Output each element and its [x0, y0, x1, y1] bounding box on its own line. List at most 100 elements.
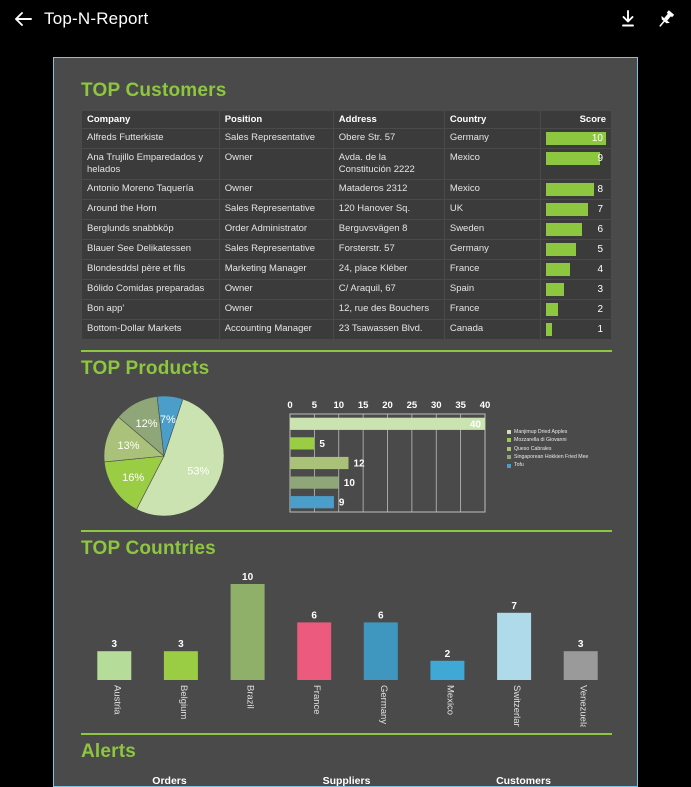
cell-company: Ana Trujillo Emparedados y helados — [82, 149, 219, 179]
cell-address: Avda. de la Constitución 2222 — [333, 149, 444, 179]
table-row[interactable]: Ana Trujillo Emparedados y helados Owner A… — [82, 149, 611, 179]
x-tick-label: 25 — [407, 400, 418, 411]
column-header-country[interactable]: Country — [444, 111, 540, 128]
bar-1[interactable] — [290, 437, 315, 450]
table-header-row: Company Position Address Country Score — [82, 111, 611, 128]
gauge-orders[interactable]: Orders20304050607080 — [84, 775, 256, 786]
country-label-2: Brazil — [245, 685, 256, 709]
cell-company: Bon app' — [82, 299, 219, 319]
legend-label: Manjimup Dried Apples — [514, 428, 568, 435]
pie-slice-0[interactable] — [136, 398, 225, 516]
country-bar-4[interactable] — [363, 622, 398, 680]
column-header-position[interactable]: Position — [219, 111, 333, 128]
gauge-customers[interactable]: Customers20304050607080 — [438, 774, 610, 787]
score-bar — [545, 242, 576, 256]
cell-company: Berglunds snabbköp — [82, 219, 219, 239]
table-row[interactable]: Alfreds Futterkiste Sales Representative O… — [82, 129, 611, 148]
score-value: 10 — [591, 133, 603, 144]
x-tick-label: 35 — [455, 400, 466, 411]
products-bar-chart: 0 5 10 15 20 25 30 35 40 40 5 12 10 9 — [276, 392, 491, 520]
score-bar — [545, 262, 570, 276]
country-bar-6[interactable] — [497, 612, 532, 680]
gauge-suppliers[interactable]: Suppliers20304050607080 — [261, 775, 433, 786]
table-row[interactable]: Bólido Comidas preparadas Owner C/ Araquil… — [82, 279, 611, 299]
legend-label: Mozzarella di Giovanni — [514, 437, 567, 444]
cell-country: Mexico — [444, 179, 540, 199]
table-row[interactable]: Antonio Moreno Taquería Owner Mataderos 23… — [82, 179, 611, 199]
cell-address: Mataderos 2312 — [333, 179, 444, 199]
x-tick-label: 10 — [333, 400, 344, 411]
cell-country: Germany — [444, 129, 540, 148]
legend-item[interactable]: Queso Cabrales — [507, 445, 588, 453]
x-tick-label: 30 — [431, 400, 442, 411]
cell-position: Owner — [219, 279, 333, 299]
legend-item[interactable]: Mozzarella di Giovanni — [507, 436, 588, 444]
column-header-company[interactable]: Company — [82, 111, 219, 128]
cell-score: 4 — [540, 259, 611, 279]
bar-value-1: 5 — [319, 439, 325, 450]
cell-score: 10 — [540, 129, 611, 148]
products-legend: Manjimup Dried Apples Mozzarella di Giova… — [507, 392, 588, 470]
score-bar — [545, 202, 588, 216]
cell-address: Obere Str. 57 — [333, 129, 444, 148]
country-bar-1[interactable] — [163, 650, 198, 680]
bar-4[interactable] — [290, 495, 334, 509]
download-icon[interactable] — [617, 8, 639, 30]
legend-item[interactable]: Tofu — [507, 461, 588, 469]
cell-country: France — [444, 299, 540, 319]
pie-slice-4[interactable] — [156, 395, 184, 456]
cell-country: France — [444, 259, 540, 279]
bar-2[interactable] — [290, 456, 349, 469]
cell-address: Berguvsvägen 8 — [333, 219, 444, 239]
legend-swatch-icon — [507, 429, 511, 434]
cell-position: Owner — [219, 149, 333, 179]
score-value: 2 — [597, 303, 603, 315]
bar-value-4: 9 — [339, 497, 345, 508]
cell-address: 23 Tsawassen Blvd. — [333, 319, 444, 339]
country-bar-2[interactable] — [230, 583, 265, 680]
section-title-alerts: Alerts — [81, 740, 137, 762]
table-row[interactable]: Around the Horn Sales Representative 120 H… — [82, 199, 611, 219]
cell-company: Blauer See Delikatessen — [82, 239, 219, 259]
score-bar — [545, 302, 558, 316]
bar-0[interactable] — [290, 417, 485, 430]
country-bar-3[interactable] — [297, 622, 332, 680]
section-top-countries: TOP Countries 3 Austria 3 Belgium 10 Brazil 6 F… — [81, 529, 612, 734]
legend-item[interactable]: Manjimup Dried Apples — [507, 428, 588, 436]
country-bar-0[interactable] — [97, 650, 132, 680]
cell-country: Germany — [444, 239, 540, 259]
legend-swatch-icon — [507, 438, 511, 443]
table-row[interactable]: Blondesddsl père et fils Marketing Manage… — [82, 259, 611, 279]
section-title-countries: TOP Countries — [81, 537, 216, 559]
pie-label-3: 12% — [135, 418, 157, 430]
cell-position: Owner — [219, 179, 333, 199]
score-bar — [545, 182, 594, 196]
cell-company: Alfreds Futterkiste — [82, 129, 219, 148]
table-row[interactable]: Bon app' Owner 12, rue des Bouchers France 2 — [82, 299, 611, 319]
country-bar-5[interactable] — [430, 660, 465, 680]
pie-slice-1[interactable] — [103, 455, 165, 510]
country-value-2: 10 — [242, 572, 254, 583]
country-label-1: Belgium — [178, 685, 189, 719]
table-row[interactable]: Bottom-Dollar Markets Accounting Manager 2… — [82, 319, 611, 339]
country-value-3: 6 — [311, 610, 317, 621]
column-header-address[interactable]: Address — [333, 111, 444, 128]
table-row[interactable]: Blauer See Delikatessen Sales Representat… — [82, 239, 611, 259]
pie-label-4: 7% — [160, 414, 176, 426]
gauge-label: Customers — [496, 774, 551, 787]
legend-label: Singaporean Hokkien Fried Mee — [514, 454, 589, 461]
back-arrow-icon[interactable] — [12, 8, 34, 30]
pie-label-2: 13% — [117, 440, 139, 452]
score-value: 8 — [597, 183, 603, 195]
pin-icon[interactable] — [655, 8, 677, 30]
cell-score: 2 — [540, 299, 611, 319]
cell-score: 1 — [540, 319, 611, 339]
table-row[interactable]: Berglunds snabbköp Order Administrator Ber… — [82, 219, 611, 239]
cell-position: Accounting Manager — [219, 319, 333, 339]
country-label-4: Germany — [378, 685, 389, 724]
country-value-0: 3 — [112, 639, 118, 650]
legend-item[interactable]: Singaporean Hokkien Fried Mee — [507, 453, 588, 461]
column-header-score[interactable]: Score — [540, 111, 611, 128]
country-bar-7[interactable] — [563, 650, 598, 680]
bar-3[interactable] — [290, 476, 339, 489]
